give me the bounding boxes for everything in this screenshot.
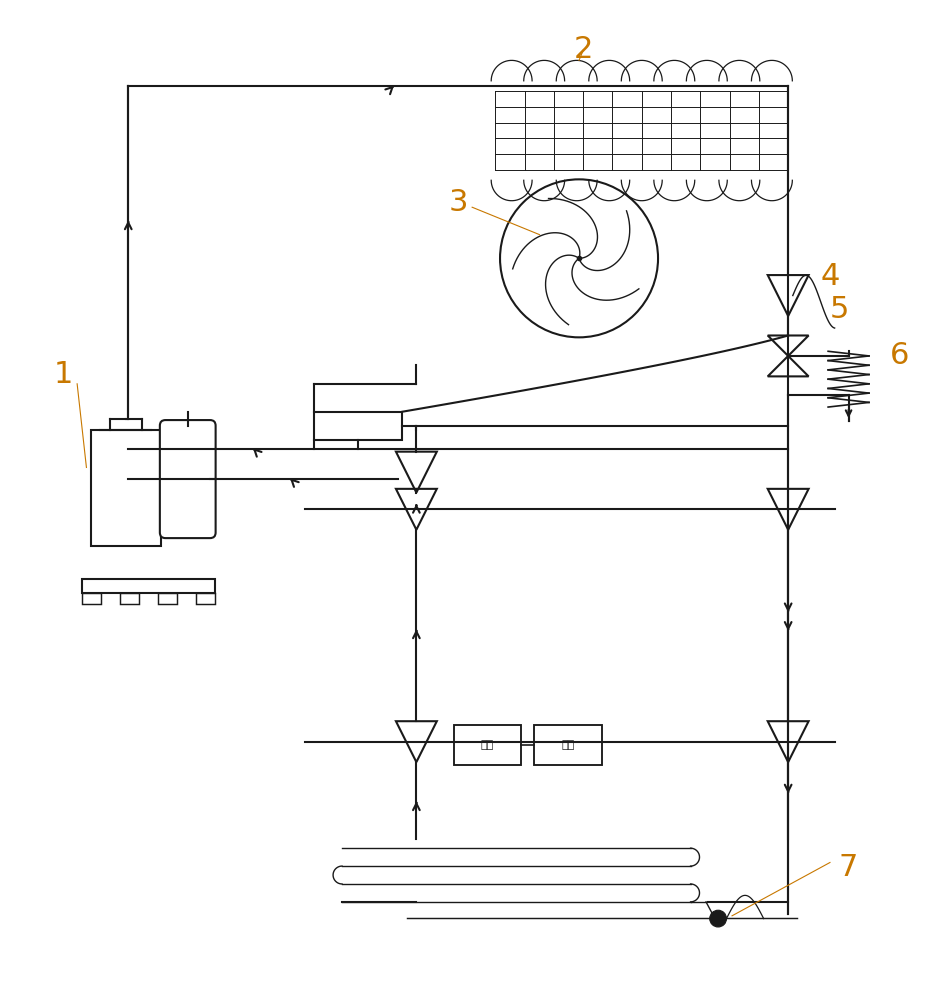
FancyBboxPatch shape [314, 412, 402, 440]
FancyBboxPatch shape [120, 593, 138, 604]
Text: 风机: 风机 [562, 740, 575, 750]
FancyBboxPatch shape [81, 593, 101, 604]
FancyBboxPatch shape [195, 593, 215, 604]
FancyBboxPatch shape [91, 430, 161, 546]
FancyBboxPatch shape [453, 725, 522, 765]
Text: 3: 3 [449, 188, 468, 217]
Text: 4: 4 [820, 262, 840, 291]
Text: 1: 1 [53, 360, 73, 389]
FancyBboxPatch shape [535, 725, 602, 765]
FancyBboxPatch shape [158, 593, 177, 604]
Circle shape [710, 910, 726, 927]
Text: 5: 5 [829, 295, 849, 324]
Text: 7: 7 [839, 853, 858, 882]
Text: 6: 6 [890, 341, 910, 370]
Text: 2: 2 [574, 35, 594, 64]
FancyBboxPatch shape [81, 579, 215, 593]
Text: 电机: 电机 [481, 740, 494, 750]
FancyBboxPatch shape [160, 420, 216, 538]
